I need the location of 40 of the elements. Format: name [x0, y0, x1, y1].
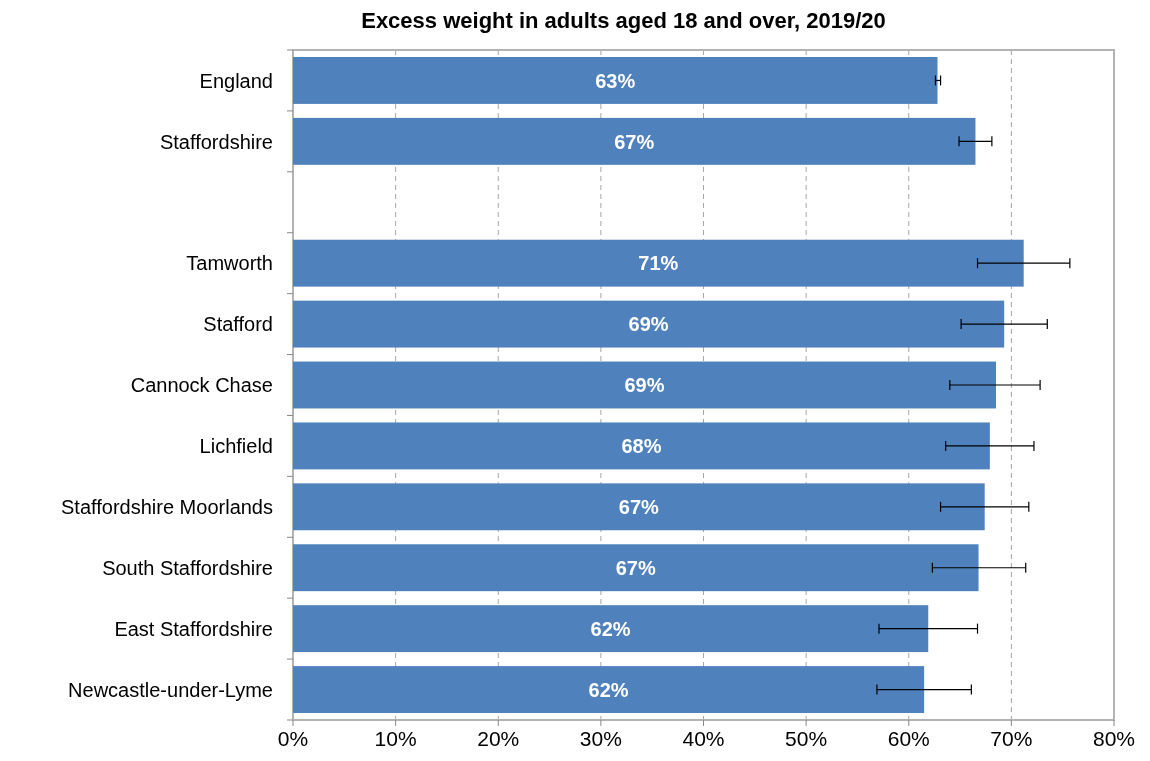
data-label: 69%: [628, 313, 669, 336]
data-label: 62%: [590, 617, 631, 640]
y-tick-label: Staffordshire Moorlands: [61, 496, 273, 519]
x-tick-label: 10%: [374, 727, 417, 750]
x-tick-label: 60%: [887, 727, 930, 750]
bar: [293, 57, 938, 104]
bar: [293, 483, 985, 531]
data-label: 67%: [614, 130, 655, 153]
bar: [293, 117, 976, 165]
bar: [293, 361, 996, 409]
data-label: 68%: [621, 435, 662, 458]
x-tick-label: 40%: [682, 727, 725, 750]
bar: [293, 605, 929, 653]
data-label: 67%: [618, 496, 660, 519]
y-tick-label: Newcastle-under-Lyme: [68, 678, 273, 701]
x-tick-label: 30%: [579, 727, 622, 750]
bar: [293, 544, 979, 592]
y-tick-label: East Staffordshire: [114, 617, 273, 640]
x-tick-label: 70%: [990, 727, 1033, 750]
data-label: 67%: [615, 556, 656, 579]
x-tick-label: 50%: [785, 727, 828, 750]
data-label: 69%: [624, 374, 665, 397]
bar: [293, 422, 990, 470]
data-label: 63%: [595, 69, 636, 92]
bar: [293, 239, 1024, 287]
x-tick-label: 20%: [477, 727, 520, 750]
chart-title: Excess weight in adults aged 18 and over, 2019/20: [361, 8, 886, 33]
y-tick-label: Lichfield: [199, 435, 273, 458]
data-label: 71%: [638, 252, 679, 275]
x-tick-label: 0%: [277, 727, 309, 750]
y-tick-label: Cannock Chase: [130, 374, 273, 397]
y-tick-label: England: [199, 69, 273, 92]
bar: [293, 300, 1005, 348]
y-tick-label: South Staffordshire: [102, 556, 273, 579]
x-tick-label: 80%: [1092, 727, 1136, 750]
data-label: 62%: [588, 678, 629, 701]
y-tick-label: Tamworth: [186, 252, 273, 275]
y-tick-label: Staffordshire: [159, 130, 273, 153]
bar: [293, 666, 925, 713]
y-tick-label: Stafford: [203, 313, 273, 336]
